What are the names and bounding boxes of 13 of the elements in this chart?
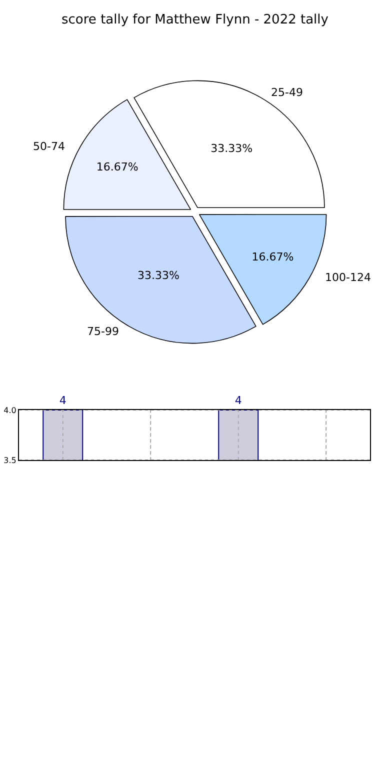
slice-label: 100-124 xyxy=(325,271,371,284)
data-label: 16.67% xyxy=(96,160,138,174)
data-label: 33.33% xyxy=(137,268,180,282)
y-tick-label: 3.5 xyxy=(4,456,16,465)
slice-label: 75-99 xyxy=(87,325,119,338)
slice-label: 25-49 xyxy=(271,86,303,99)
data-label: 16.67% xyxy=(252,250,294,264)
data-label: 4 xyxy=(234,394,242,407)
chart-title: score tally for Matthew Flynn - 2022 tally xyxy=(62,12,329,28)
data-label: 33.33% xyxy=(210,142,253,156)
slice-label: 50-74 xyxy=(33,140,65,153)
y-tick-label: 4.0 xyxy=(4,406,16,415)
data-label: 4 xyxy=(59,394,66,407)
